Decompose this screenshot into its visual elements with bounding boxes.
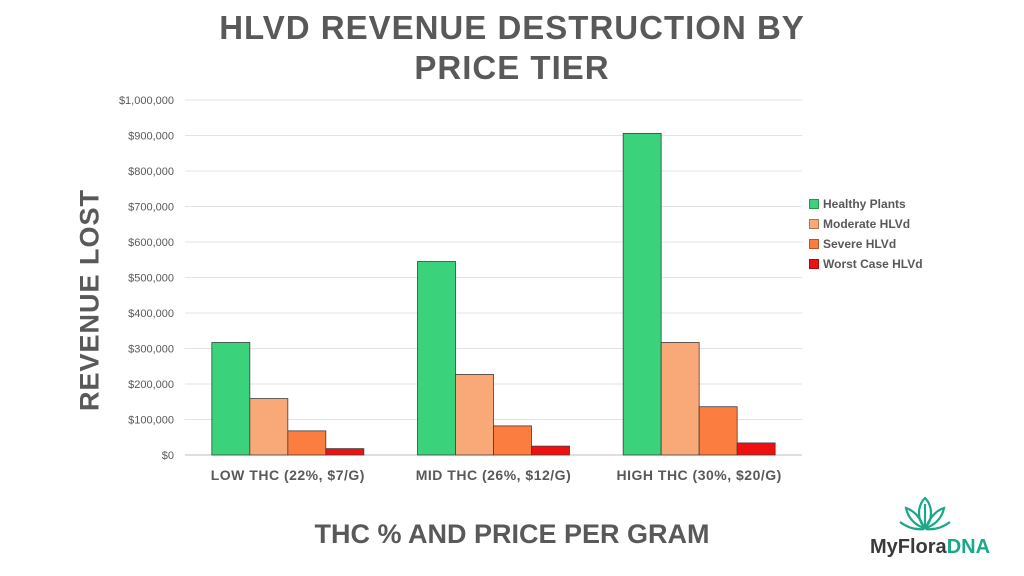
legend-item: Moderate HLVd (809, 214, 923, 234)
legend-label: Worst Case HLVd (823, 257, 923, 271)
y-tick-label: $600,000 (128, 237, 174, 249)
bar (736, 442, 776, 456)
chart-legend: Healthy Plants Moderate HLVd Severe HLVd Wo… (809, 194, 923, 274)
leaf-logo-icon (899, 496, 951, 531)
x-tick-label: HIGH THC (30%, $20/G) (617, 467, 782, 483)
legend-swatch (809, 259, 819, 269)
x-tick-label: MID THC (26%, $12/G) (416, 467, 571, 483)
legend-label: Healthy Plants (823, 197, 906, 211)
legend-swatch (809, 219, 819, 229)
legend-label: Moderate HLVd (823, 217, 911, 231)
y-tick-label: $900,000 (128, 131, 174, 143)
y-tick-label: $700,000 (128, 202, 174, 214)
legend-item: Severe HLVd (809, 234, 923, 254)
myfloradna-logo: MyFloraDNA (870, 494, 990, 566)
bar (287, 430, 327, 456)
chart-title: HLVD REVENUE DESTRUCTION BY PRICE TIER (0, 8, 1024, 88)
legend-label: Severe HLVd (823, 237, 897, 251)
bar (622, 132, 662, 456)
y-tick-label: $1,000,000 (119, 95, 174, 107)
chart-title-line-1: HLVD REVENUE DESTRUCTION BY (219, 9, 805, 46)
y-axis-label: REVENUE LOST (74, 188, 105, 412)
logo-text: MyFloraDNA (870, 536, 990, 559)
y-tick-label: $800,000 (128, 166, 174, 178)
y-tick-label: $300,000 (128, 344, 174, 356)
logo-text-part1: MyFlora (870, 536, 947, 558)
logo-text-part2: DNA (946, 536, 991, 558)
bar (531, 445, 570, 456)
y-tick-label: $500,000 (128, 273, 174, 285)
y-tick-label: $0 (162, 450, 174, 462)
bar (493, 425, 532, 456)
y-tick-label: $400,000 (128, 308, 174, 320)
chart-title-line-2: PRICE TIER (414, 49, 610, 86)
legend-item: Healthy Plants (809, 194, 923, 214)
x-axis-label: THC % AND PRICE PER GRAM (314, 519, 710, 549)
bar (455, 374, 494, 456)
legend-swatch (809, 239, 819, 249)
bar (325, 448, 365, 456)
bar (249, 398, 289, 456)
legend-item: Worst Case HLVd (809, 254, 923, 274)
y-tick-label: $200,000 (128, 379, 174, 391)
y-tick-label: $100,000 (128, 415, 174, 427)
bar (417, 261, 456, 456)
bar (211, 342, 251, 456)
legend-swatch (809, 199, 819, 209)
x-tick-label: LOW THC (22%, $7/G) (211, 467, 365, 483)
bar (698, 406, 738, 456)
bar (660, 342, 700, 456)
